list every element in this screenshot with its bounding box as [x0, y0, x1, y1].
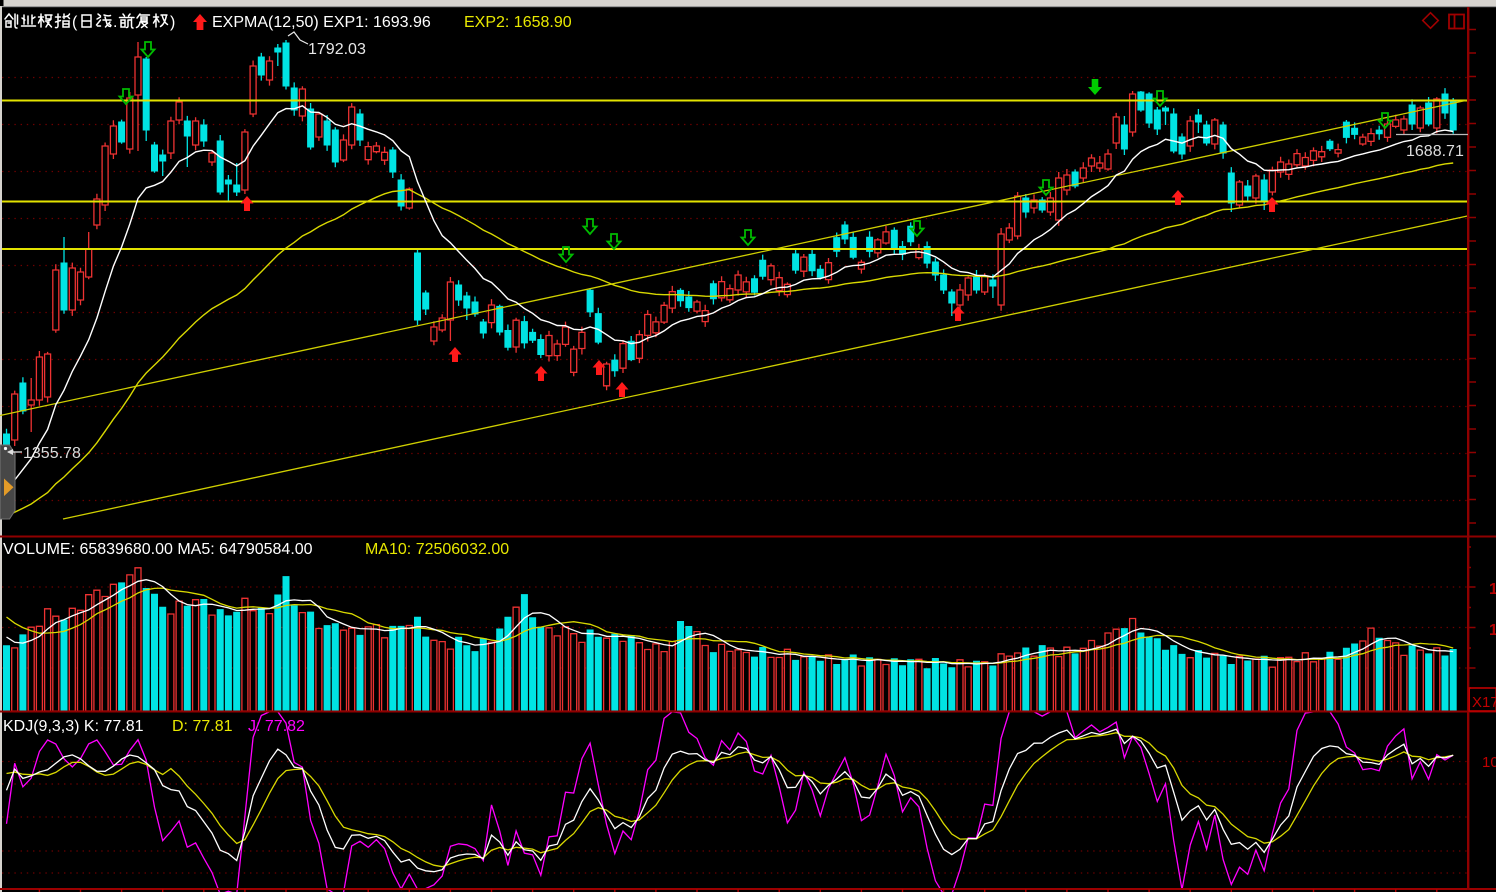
- svg-text:D: 77.81: D: 77.81: [172, 718, 233, 735]
- svg-text:1688.71: 1688.71: [1406, 143, 1464, 160]
- svg-text:EXPMA(12,50) EXP1: 1693.96: EXPMA(12,50) EXP1: 1693.96: [212, 14, 431, 31]
- svg-text:1792.03: 1792.03: [308, 41, 366, 58]
- svg-text:16: 16: [1489, 622, 1496, 639]
- svg-text:16: 16: [1489, 581, 1496, 598]
- svg-text:.: .: [113, 14, 117, 31]
- svg-text:10: 10: [1482, 754, 1496, 771]
- svg-text:EXP2: 1658.90: EXP2: 1658.90: [464, 14, 572, 31]
- svg-text:KDJ(9,3,3) K: 77.81: KDJ(9,3,3) K: 77.81: [3, 718, 144, 735]
- svg-text:MA10: 72506032.00: MA10: 72506032.00: [365, 541, 509, 558]
- svg-text:): ): [170, 14, 175, 31]
- svg-text:VOLUME: 65839680.00 MA5: 6479: VOLUME: 65839680.00 MA5: 64790584.00: [3, 541, 313, 558]
- svg-text:J: 77.82: J: 77.82: [248, 718, 305, 735]
- svg-text:X17: X17: [1472, 694, 1496, 711]
- svg-text:(: (: [72, 14, 78, 31]
- svg-text:1355.78: 1355.78: [23, 445, 81, 462]
